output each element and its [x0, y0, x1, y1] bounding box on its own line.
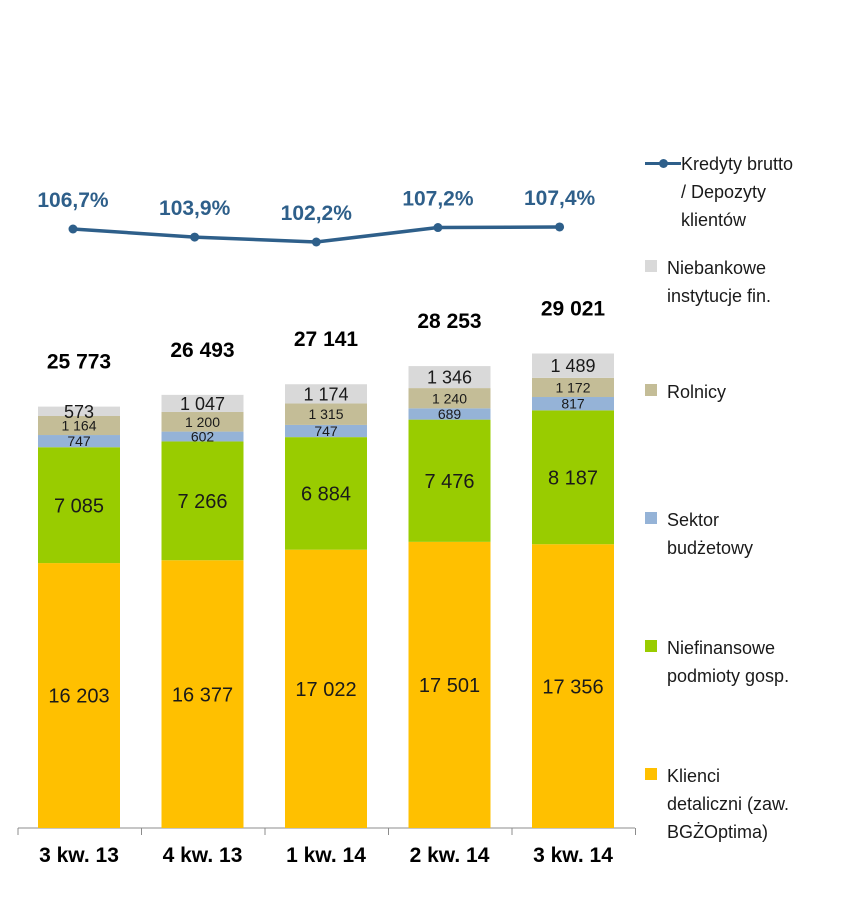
data-label: 7 476: [424, 471, 474, 493]
bar-segment: [532, 410, 614, 545]
data-label: 1 164: [61, 418, 96, 434]
bar-segment: [161, 394, 244, 412]
ratio-point: [433, 223, 443, 233]
ratio-point: [311, 237, 321, 247]
legend-swatch: [645, 640, 657, 652]
data-label: 689: [438, 406, 462, 422]
data-label: 16 377: [172, 684, 233, 706]
ratio-label: 102,2%: [281, 202, 353, 225]
bar-segment: [38, 563, 120, 828]
x-tick-label: 1 kw. 14: [286, 844, 366, 867]
data-label: 1 240: [432, 390, 467, 406]
bar-segment: [161, 411, 244, 432]
legend-item: Kredyty brutto / Depozyty klientów: [645, 150, 793, 234]
bar-segment: [532, 377, 614, 398]
x-tick-label: 4 kw. 13: [163, 844, 243, 867]
legend-item: Niebankowe instytucje fin.: [645, 254, 771, 310]
bar-segment: [161, 560, 244, 828]
ratio-label: 106,7%: [37, 189, 109, 212]
ratio-label: 107,4%: [524, 187, 596, 210]
bar-segment: [285, 384, 367, 404]
total-label: 28 253: [417, 310, 481, 333]
data-label: 1 200: [185, 414, 220, 430]
bar-segment: [532, 544, 614, 828]
bar-segment: [285, 549, 367, 828]
bar-segment: [38, 406, 120, 416]
data-label: 747: [314, 423, 338, 439]
legend-label: Klienci detaliczni (zaw. BGŻOptima): [667, 766, 790, 842]
data-label: 747: [67, 433, 91, 449]
total-label: 25 773: [47, 351, 111, 374]
data-label: 602: [191, 429, 215, 445]
data-label: 573: [64, 402, 94, 422]
data-label: 7 266: [177, 491, 227, 513]
total-label: 26 493: [170, 339, 234, 362]
legend-label: Sektor budżetowy: [667, 510, 754, 558]
ratio-point: [555, 222, 565, 232]
legend-swatch: [645, 384, 657, 396]
bar-segment: [38, 447, 120, 564]
legend-item: Rolnicy: [645, 378, 726, 406]
data-label: 6 884: [301, 484, 351, 506]
x-tick-label: 2 kw. 14: [410, 844, 490, 867]
data-label: 16 203: [48, 686, 109, 708]
bar-segment: [38, 435, 120, 448]
legend-label: Kredyty brutto / Depozyty klientów: [681, 154, 794, 230]
bar-segment: [408, 419, 491, 542]
bar-segment: [532, 397, 614, 411]
x-tick-label: 3 kw. 13: [39, 844, 119, 867]
legend-line-key: [645, 150, 681, 174]
bar-segment: [285, 424, 367, 438]
legend-swatch: [645, 512, 657, 524]
legend-item: Klienci detaliczni (zaw. BGŻOptima): [645, 762, 789, 846]
legend-label: Niefinansowe podmioty gosp.: [667, 638, 790, 686]
bar-segment: [285, 437, 367, 550]
bar-segment: [408, 388, 491, 409]
data-label: 17 022: [295, 679, 356, 701]
bar-segment: [532, 353, 614, 378]
bar-segment: [408, 408, 491, 420]
ratio-label: 103,9%: [159, 197, 231, 220]
data-label: 1 174: [303, 384, 348, 404]
bar-segment: [161, 441, 244, 561]
data-label: 1 346: [427, 368, 472, 388]
legend-swatch: [645, 768, 657, 780]
legend-label: Niebankowe instytucje fin.: [667, 258, 772, 306]
bar-segment: [285, 403, 367, 425]
bar-segment: [161, 431, 244, 442]
data-label: 8 187: [548, 468, 598, 490]
legend-label: Rolnicy: [667, 382, 727, 402]
bar-segment: [38, 415, 120, 436]
data-label: 17 501: [419, 675, 480, 697]
x-tick-label: 3 kw. 14: [533, 844, 613, 867]
total-label: 27 141: [294, 328, 359, 351]
total-label: 29 021: [541, 298, 606, 321]
data-label: 17 356: [542, 676, 603, 698]
legend-item: Niefinansowe podmioty gosp.: [645, 634, 789, 690]
ratio-point: [190, 232, 200, 242]
ratio-label: 107,2%: [402, 188, 474, 211]
data-label: 817: [561, 396, 585, 412]
data-label: 1 172: [555, 379, 590, 395]
data-label: 1 047: [180, 394, 225, 414]
data-label: 1 315: [308, 406, 343, 422]
legend-swatch: [645, 260, 657, 272]
ratio-point: [68, 224, 78, 234]
bar-segment: [408, 541, 491, 828]
bar-segment: [408, 366, 491, 389]
legend-item: Sektor budżetowy: [645, 506, 753, 562]
data-label: 7 085: [54, 495, 104, 517]
data-label: 1 489: [550, 356, 595, 376]
